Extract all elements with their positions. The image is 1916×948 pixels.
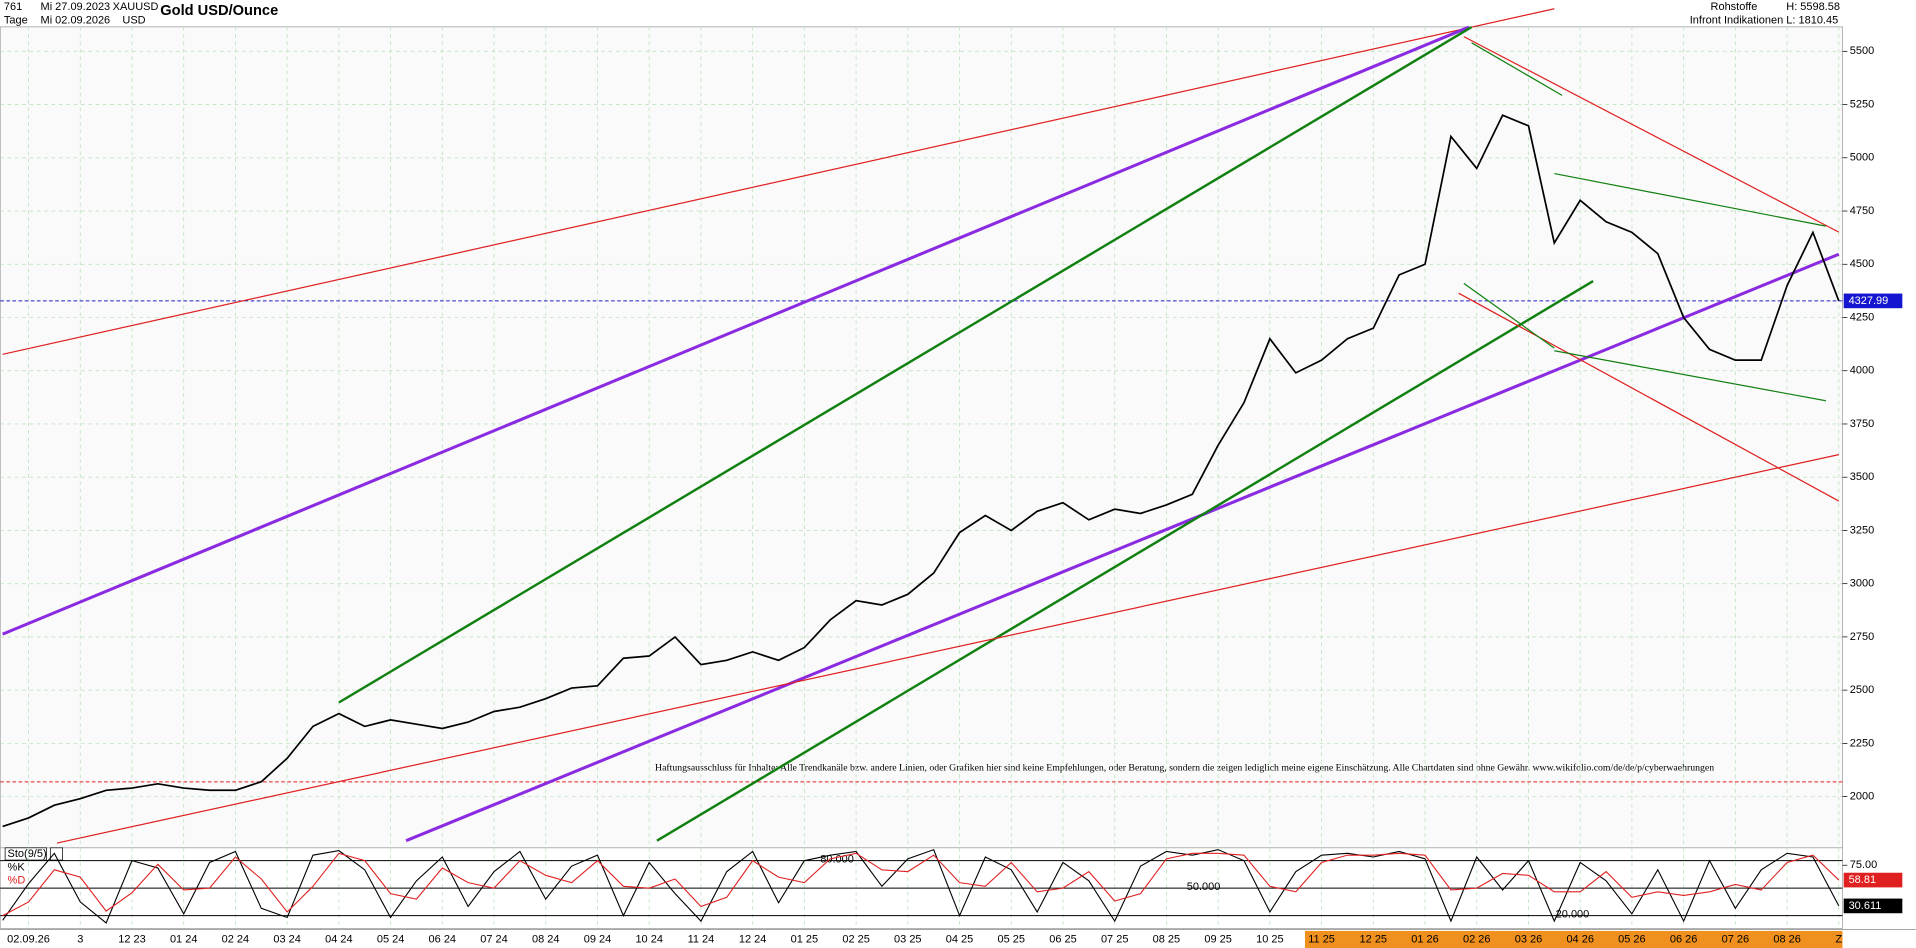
x-tick-label: 03 24 — [273, 933, 301, 945]
trendline — [405, 252, 1840, 843]
chart-title: Gold USD/Ounce — [160, 3, 278, 19]
trendline — [656, 280, 1594, 842]
x-tick-label: 06 24 — [429, 933, 457, 945]
price-line — [2, 848, 1840, 924]
y-tick-label: 5250 — [1850, 98, 1874, 110]
x-tick-label: 11 25 — [1308, 933, 1335, 945]
x-tick-label: 02 26 — [1463, 933, 1490, 945]
header-end: Mi 02.09.2026 — [41, 15, 111, 27]
header-period: Tage — [4, 15, 28, 27]
x-tick-label: 06 25 — [1049, 933, 1077, 945]
x-tick-label: 08 24 — [532, 933, 560, 945]
y-tick-label: 4750 — [1850, 205, 1874, 217]
header-high: H: 5598.58 — [1786, 1, 1840, 13]
y-tick-label: 2000 — [1850, 791, 1874, 803]
x-tick-label: 09 24 — [584, 933, 612, 945]
last-price-label: 4327.99 — [1849, 295, 1889, 307]
x-tick-label: 07 26 — [1722, 933, 1749, 945]
trendline — [1458, 292, 1840, 502]
y-tick-label: 75.00 — [1850, 859, 1878, 871]
trendline — [1471, 42, 1563, 96]
x-tick-label: 02.09.26 — [7, 933, 50, 945]
add-button[interactable] — [49, 847, 63, 861]
price-pane — [0, 26, 1843, 849]
x-tick-label: 12 24 — [739, 933, 767, 945]
x-tick-label: 10 25 — [1256, 933, 1283, 945]
x-tick-label: 07 24 — [480, 933, 508, 945]
y-tick-label: 2250 — [1850, 737, 1874, 749]
header: 761 Tage Mi 27.09.2023 Mi 02.09.2026 XAU… — [4, 1, 1840, 26]
level-label: 50.000 — [1187, 881, 1221, 893]
axis-highlight — [1304, 930, 1843, 948]
legend-d: %D — [8, 875, 26, 887]
last-value-label: 58.81 — [1849, 874, 1876, 886]
x-tick-label: 05 25 — [998, 933, 1026, 945]
x-tick-label: 12 25 — [1360, 933, 1388, 945]
header-source: Infront Indikationen — [1690, 15, 1783, 27]
header-group: Rohstoffe — [1711, 1, 1758, 13]
x-tick-label: 06 26 — [1670, 933, 1697, 945]
level-label: 80.000 — [820, 853, 854, 865]
x-tick-label: Z — [1835, 933, 1842, 945]
x-tick-label: 10 24 — [635, 933, 663, 945]
x-tick-label: 04 25 — [946, 933, 974, 945]
y-tick-label: 3750 — [1850, 418, 1874, 430]
x-tick-label: 12 23 — [118, 933, 146, 945]
x-tick-label: 05 24 — [377, 933, 405, 945]
x-tick-label: 02 25 — [842, 933, 870, 945]
x-tick-label: 04 26 — [1566, 933, 1593, 945]
annotation: Haftungsausschluss für Inhalte: Alle Tre… — [655, 763, 1714, 774]
x-tick-label: 08 25 — [1153, 933, 1181, 945]
y-tick-label: 5000 — [1850, 152, 1874, 164]
price-line — [2, 852, 1840, 917]
last-value-label: 30.611 — [1849, 900, 1882, 912]
trendline — [2, 8, 1555, 355]
y-tick-label: 3500 — [1850, 471, 1874, 483]
price-line — [2, 114, 1840, 828]
y-tick-label: 2750 — [1850, 631, 1874, 643]
x-tick-label: 05 26 — [1618, 933, 1645, 945]
header-currency: USD — [122, 15, 145, 27]
x-tick-label: 03 25 — [894, 933, 922, 945]
level-label: 20.000 — [1556, 908, 1590, 920]
y-tick-label: 2500 — [1850, 684, 1874, 696]
trendline — [1463, 282, 1555, 349]
y-tick-label: 3250 — [1850, 524, 1874, 536]
trendline — [1463, 36, 1840, 233]
y-tick-label: 3000 — [1850, 578, 1874, 590]
x-tick-label: 01 26 — [1411, 933, 1438, 945]
y-tick-label: 4250 — [1850, 311, 1874, 323]
x-tick-label: 09 25 — [1204, 933, 1232, 945]
stoch-title: Sto(9/5) — [8, 848, 47, 860]
x-tick-label: 01 24 — [170, 933, 198, 945]
trendline — [1554, 172, 1826, 227]
trendline — [338, 25, 1473, 704]
stoch-title-box — [4, 847, 48, 861]
y-tick-label: 4000 — [1850, 365, 1874, 377]
trendline — [56, 454, 1839, 844]
x-tick-label: 3 — [77, 933, 83, 945]
x-tick-label: 07 25 — [1101, 933, 1129, 945]
header-start: Mi 27.09.2023 — [41, 1, 111, 13]
legend-k: %K — [8, 861, 26, 873]
x-tick-label: 03 26 — [1515, 933, 1542, 945]
last-value-box — [1843, 872, 1903, 888]
header-low: L: 1810.45 — [1786, 15, 1838, 27]
y-tick-label: 5500 — [1850, 45, 1874, 57]
last-value-box — [1843, 898, 1903, 914]
header-symbol: XAUUSD — [113, 1, 159, 13]
x-tick-label: 11 24 — [688, 933, 715, 945]
x-tick-label: 01 25 — [791, 933, 819, 945]
y-tick-label: 4500 — [1850, 258, 1874, 270]
trendline — [2, 25, 1470, 636]
header-bars: 761 — [4, 1, 22, 13]
trendline — [1554, 350, 1826, 402]
x-tick-label: 08 26 — [1773, 933, 1800, 945]
last-price-box — [1843, 293, 1903, 309]
x-tick-label: 04 24 — [325, 933, 353, 945]
x-tick-label: 02 24 — [222, 933, 250, 945]
